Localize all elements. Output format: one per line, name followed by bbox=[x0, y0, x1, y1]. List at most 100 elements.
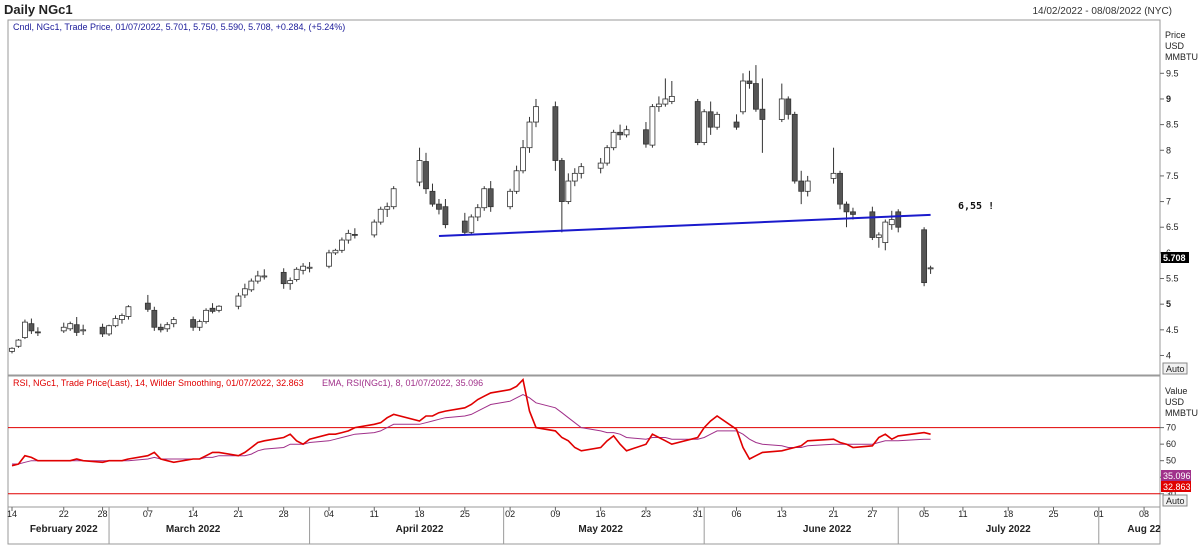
candle-body bbox=[481, 188, 488, 209]
candle-body bbox=[416, 160, 423, 183]
candle-body bbox=[740, 80, 746, 113]
candle-body bbox=[850, 211, 856, 215]
candle-body bbox=[351, 233, 358, 236]
x-tick-label: 02 bbox=[505, 509, 515, 519]
x-month-label: June 2022 bbox=[803, 524, 852, 535]
candle-body bbox=[778, 98, 785, 120]
candle-body bbox=[235, 295, 242, 307]
x-month-label: March 2022 bbox=[166, 524, 221, 535]
x-tick-label: 09 bbox=[550, 509, 560, 519]
candle-body bbox=[261, 275, 268, 278]
candle-body bbox=[293, 268, 300, 280]
candle-body bbox=[216, 305, 222, 311]
price-y-tick-label: 8.5 bbox=[1166, 120, 1179, 130]
x-tick-label: 28 bbox=[98, 509, 108, 519]
candle-body bbox=[507, 190, 514, 208]
trendline bbox=[438, 213, 931, 237]
candle-body bbox=[617, 131, 623, 136]
x-tick-label: 22 bbox=[59, 509, 69, 519]
candle-body bbox=[9, 347, 15, 352]
price-y-tick-label: 6.5 bbox=[1166, 222, 1179, 232]
x-tick-label: 11 bbox=[958, 509, 967, 519]
x-month-label: February 2022 bbox=[30, 524, 98, 535]
x-month-label: July 2022 bbox=[986, 524, 1031, 535]
candle-body bbox=[610, 131, 617, 149]
candle-body bbox=[241, 288, 248, 296]
candle-body bbox=[15, 339, 22, 347]
x-tick-label: 18 bbox=[415, 509, 425, 519]
candle-body bbox=[597, 162, 604, 169]
price-y-tick-label: 4 bbox=[1166, 350, 1171, 360]
candle-body bbox=[99, 326, 106, 335]
x-tick-label: 11 bbox=[370, 509, 379, 519]
candle-body bbox=[604, 147, 611, 164]
price-y-tick-label: 7.5 bbox=[1166, 171, 1179, 181]
candle-body bbox=[571, 172, 578, 182]
price-auto-button[interactable] bbox=[1162, 362, 1188, 375]
rsi-last-label: 32.863 bbox=[1163, 482, 1191, 492]
candle-body bbox=[753, 83, 759, 110]
candle-body bbox=[668, 95, 675, 102]
candle-body bbox=[151, 309, 158, 328]
candle-body bbox=[526, 121, 533, 149]
candle-body bbox=[513, 170, 520, 192]
rsi-axis-title-1: Value bbox=[1165, 386, 1187, 396]
candle-body bbox=[112, 318, 119, 327]
price-legend: Cndl, NGc1, Trade Price, 01/07/2022, 5.7… bbox=[13, 22, 345, 32]
candle-body bbox=[390, 188, 397, 208]
x-tick-label: 14 bbox=[188, 509, 198, 519]
x-tick-label: 16 bbox=[596, 509, 606, 519]
x-tick-label: 25 bbox=[1048, 509, 1058, 519]
rsi-y-tick-label: 50 bbox=[1166, 456, 1176, 466]
x-tick-label: 21 bbox=[233, 509, 243, 519]
candle-body bbox=[125, 306, 132, 317]
x-month-label: May 2022 bbox=[578, 524, 623, 535]
candle-body bbox=[875, 234, 882, 238]
candle-body bbox=[287, 280, 294, 285]
price-axis-title-3: MMBTU bbox=[1165, 52, 1198, 62]
rsi-y-tick-label: 30 bbox=[1166, 489, 1176, 499]
candle-body bbox=[248, 280, 255, 291]
candle-body bbox=[533, 106, 539, 123]
rsi-panel-frame bbox=[7, 375, 1161, 508]
price-panel-frame bbox=[7, 19, 1161, 376]
candle-body bbox=[190, 319, 197, 328]
x-tick-label: 21 bbox=[829, 509, 839, 519]
candle-body bbox=[474, 207, 481, 218]
candle-body bbox=[701, 111, 708, 143]
chart-title: Daily NGc1 bbox=[4, 2, 73, 17]
x-tick-label: 18 bbox=[1003, 509, 1013, 519]
candle-body bbox=[785, 98, 792, 115]
candle-body bbox=[733, 121, 740, 128]
candle-body bbox=[106, 325, 112, 335]
candle-body bbox=[384, 206, 391, 210]
ema-last-label: 35.096 bbox=[1163, 471, 1191, 481]
rsi-auto-button[interactable] bbox=[1162, 494, 1188, 507]
candle-body bbox=[791, 113, 798, 182]
candle-body bbox=[558, 160, 565, 202]
candle-body bbox=[67, 323, 74, 330]
price-y-tick-label: 9 bbox=[1166, 94, 1171, 104]
rsi-auto-label: Auto bbox=[1166, 496, 1185, 506]
candle-body bbox=[520, 147, 526, 172]
x-tick-label: 23 bbox=[641, 509, 651, 519]
ema-last-tag bbox=[1161, 470, 1191, 481]
candle-body bbox=[34, 331, 41, 334]
price-axis-title-1: Price bbox=[1165, 30, 1186, 40]
date-range: 14/02/2022 - 08/08/2022 (NYC) bbox=[1032, 6, 1172, 17]
price-y-tick-label: 8 bbox=[1166, 145, 1171, 155]
candle-body bbox=[436, 203, 442, 210]
rsi-legend: RSI, NGc1, Trade Price(Last), 14, Wilder… bbox=[13, 378, 304, 388]
price-axis-title-2: USD bbox=[1165, 41, 1185, 51]
x-tick-label: 05 bbox=[919, 509, 929, 519]
candle-body bbox=[927, 267, 934, 270]
candle-body bbox=[552, 106, 559, 161]
candle-body bbox=[339, 239, 345, 251]
price-y-tick-label: 7 bbox=[1166, 197, 1171, 207]
candle-body bbox=[746, 80, 753, 84]
x-month-label: April 2022 bbox=[396, 524, 444, 535]
x-tick-label: 08 bbox=[1139, 509, 1149, 519]
candle-body bbox=[895, 211, 902, 228]
candle-body bbox=[643, 129, 649, 145]
candle-body bbox=[345, 232, 352, 241]
